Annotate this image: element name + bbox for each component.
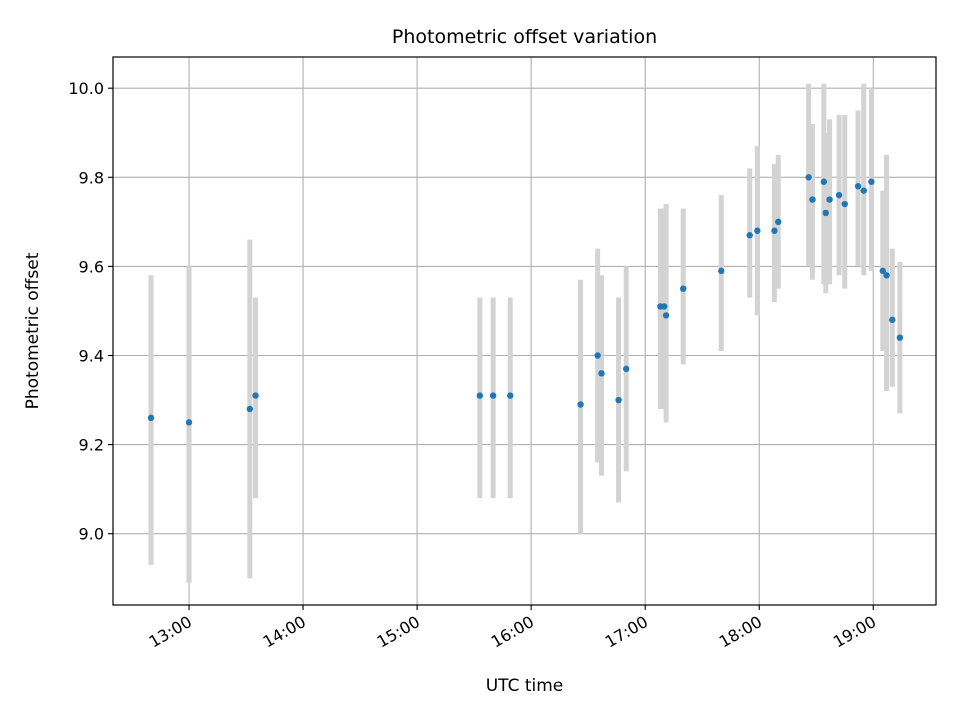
data-point [476,392,484,399]
data-point [883,272,890,279]
y-tick-label: 9.2 [79,436,104,455]
data-point [594,352,601,359]
data-point [896,334,904,341]
data-point [680,285,687,292]
data-point [771,227,778,234]
y-axis-label: Photometric offset [23,252,43,409]
chart-title: Photometric offset variation [392,26,657,48]
y-tick-label: 9.6 [79,257,104,276]
data-point [879,267,886,275]
data-point [147,414,155,422]
data-point [622,365,630,373]
data-point [754,227,761,234]
data-point [868,178,875,185]
y-tick-label: 9.8 [79,168,104,187]
data-point [252,392,259,399]
y-tick-label: 9.0 [79,525,104,544]
data-point [820,178,828,185]
y-tick-label: 10.0 [68,79,104,98]
data-point [615,396,622,404]
y-tick-label: 9.4 [79,347,104,366]
x-axis-label: UTC time [486,676,564,696]
data-point [809,196,816,203]
plot-frame [112,56,937,606]
y-axis: 9.0 9.2 9.4 9.6 9.8 10.0 [68,79,113,544]
data-point [889,316,896,324]
data-point [246,405,254,413]
data-point [841,200,848,208]
data-point [805,174,812,181]
data-point [835,191,843,199]
data-point [775,218,782,226]
data-point [507,392,514,399]
data-point [598,370,605,377]
data-point [185,419,193,426]
data-point [489,392,497,399]
data-point [746,232,753,239]
data-point [860,187,867,194]
data-point [662,312,670,319]
data-points [147,174,904,426]
data-point [822,209,829,217]
data-point [661,303,668,310]
data-point [826,196,833,203]
data-point [577,401,584,408]
data-point [854,183,862,190]
data-point [718,267,725,275]
